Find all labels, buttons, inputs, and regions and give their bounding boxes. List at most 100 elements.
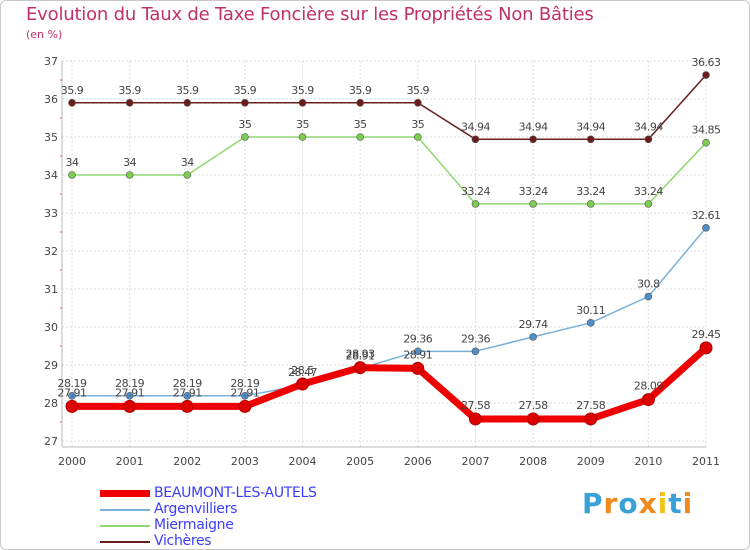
data-label-beaumont-les-autels: 27.58 — [461, 399, 490, 412]
data-point-beaumont-les-autels — [180, 399, 194, 413]
data-point-beaumont-les-autels — [526, 412, 540, 426]
series-line-miermaigne — [72, 136, 707, 205]
data-label-argenvilliers: 28.19 — [230, 377, 259, 390]
data-point-miermaigne — [125, 171, 134, 179]
legend-swatch-licheres — [100, 541, 150, 543]
data-point-argenvilliers — [241, 391, 249, 400]
data-point-miermaigne — [644, 200, 653, 208]
data-point-miermaigne — [356, 133, 364, 141]
data-point-miermaigne — [241, 133, 249, 141]
data-label-argenvilliers: 28.19 — [115, 377, 144, 390]
data-point-miermaigne — [183, 171, 192, 179]
data-point-vich-res — [241, 99, 249, 107]
data-label-vich-res: 34.94 — [519, 120, 548, 133]
data-point-vich-res — [586, 135, 595, 144]
data-label-vich-res: 35.9 — [407, 84, 430, 97]
data-point-miermaigne — [68, 171, 76, 179]
logo-letter: i — [657, 487, 669, 520]
data-point-vich-res — [298, 99, 307, 107]
data-label-vich-res: 34.94 — [634, 120, 663, 133]
logo-letter: x — [638, 487, 658, 520]
data-label-miermaigne: 33.24 — [576, 185, 605, 198]
data-point-argenvilliers — [68, 391, 76, 400]
data-point-miermaigne — [471, 200, 480, 208]
data-label-miermaigne: 33.24 — [461, 185, 490, 198]
data-label-vich-res: 34.94 — [576, 120, 605, 133]
data-label-vich-res: 35.9 — [176, 84, 199, 97]
data-label-vich-res: 34.94 — [461, 120, 490, 133]
x-tick-label: 2001 — [116, 455, 144, 468]
x-tick-label: 2011 — [692, 455, 720, 468]
data-point-argenvilliers — [644, 292, 653, 301]
data-point-beaumont-les-autels — [296, 377, 310, 391]
y-tick-label: 27 — [44, 435, 58, 448]
data-point-argenvilliers — [183, 391, 192, 400]
data-label-beaumont-les-autels: 27.58 — [519, 399, 548, 412]
y-tick-label: 31 — [44, 283, 58, 296]
series-line-vich-res — [72, 74, 707, 141]
data-labels: 35.9 35.9 35.9 35.9 35.9 35.9 35.9 34.94 34.94 34… — [58, 56, 722, 412]
data-label-vich-res: 35.9 — [61, 84, 84, 97]
proxiti-logo: Proxiti — [582, 487, 693, 520]
data-point-beaumont-les-autels — [468, 412, 482, 426]
legend-label-miermaigne: Miermaigne — [154, 517, 234, 533]
data-point-vich-res — [356, 99, 364, 107]
legend-label-beaumont: BEAUMONT-LES-AUTELS — [154, 485, 317, 501]
data-point-argenvilliers — [471, 347, 480, 356]
data-label-vich-res: 35.9 — [234, 84, 257, 97]
data-label-beaumont-les-autels: 28.09 — [634, 380, 663, 393]
legend-swatch-argenvilliers — [100, 509, 150, 511]
y-tick-label: 35 — [44, 131, 58, 144]
y-tick-label: 28 — [44, 397, 58, 410]
data-point-miermaigne — [529, 200, 537, 208]
data-label-beaumont-les-autels: 28.5 — [291, 364, 314, 377]
data-label-beaumont-les-autels: 27.91 — [230, 386, 259, 399]
data-label-miermaigne: 35 — [296, 118, 309, 131]
y-tick-label: 33 — [44, 207, 58, 220]
data-point-beaumont-les-autels — [123, 399, 137, 413]
x-tick-label: 2006 — [404, 455, 432, 468]
x-tick-label: 2003 — [231, 455, 259, 468]
logo-letter: r — [603, 487, 619, 520]
data-point-argenvilliers — [125, 391, 134, 400]
data-label-beaumont-les-autels: 28.91 — [403, 348, 432, 361]
data-point-vich-res — [644, 135, 653, 144]
data-point-argenvilliers — [586, 319, 595, 327]
y-tick-label: 34 — [44, 169, 58, 182]
data-point-vich-res — [471, 135, 480, 144]
data-point-miermaigne — [298, 133, 307, 141]
data-point-beaumont-les-autels — [411, 361, 425, 375]
series-line-argenvilliers — [72, 227, 707, 397]
data-label-beaumont-les-autels: 27.91 — [173, 386, 202, 399]
data-label-miermaigne: 35 — [411, 118, 424, 131]
data-label-argenvilliers: 32.61 — [692, 209, 721, 222]
y-tick-label: 32 — [44, 245, 58, 258]
x-tick-label: 2009 — [577, 455, 605, 468]
data-label-miermaigne: 35 — [354, 118, 367, 131]
legend-swatch-miermaigne — [100, 525, 150, 527]
data-point-miermaigne — [414, 133, 422, 141]
data-label-miermaigne: 34 — [66, 156, 79, 169]
logo-letter: t — [668, 487, 683, 520]
data-label-argenvilliers: 28.47 — [288, 366, 317, 379]
x-tick-label: 2008 — [519, 455, 547, 468]
data-point-beaumont-les-autels — [238, 399, 252, 413]
data-label-miermaigne: 34.85 — [692, 124, 721, 137]
data-label-argenvilliers: 30.11 — [576, 304, 605, 317]
data-label-miermaigne: 33.24 — [634, 185, 663, 198]
x-tick-label: 2007 — [461, 455, 489, 468]
data-point-beaumont-les-autels — [584, 412, 598, 426]
unit-label: (en %) — [26, 28, 63, 41]
legend-label-licheres: Vichères — [154, 533, 212, 549]
data-label-argenvilliers: 29.74 — [519, 318, 548, 331]
data-label-vich-res: 36.63 — [692, 56, 721, 69]
data-label-beaumont-les-autels: 28.93 — [346, 348, 375, 361]
data-point-beaumont-les-autels — [353, 361, 367, 375]
data-point-vich-res — [702, 71, 710, 79]
data-point-vich-res — [183, 99, 192, 107]
data-label-beaumont-les-autels: 27.58 — [576, 399, 605, 412]
legend-label-argenvilliers: Argenvilliers — [154, 501, 238, 517]
data-point-argenvilliers — [414, 347, 422, 356]
data-point-miermaigne — [586, 200, 595, 208]
logo-letter: i — [682, 487, 694, 520]
